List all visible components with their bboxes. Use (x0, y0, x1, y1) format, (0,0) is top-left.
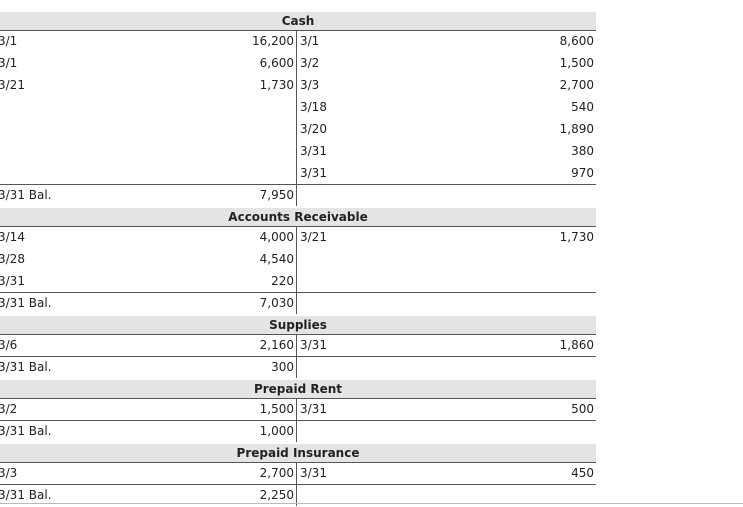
balance-label: 3/31 Bal. (0, 488, 52, 502)
debit-date: 3/28 (0, 252, 25, 266)
divider (296, 226, 297, 314)
balance-amount: 300 (271, 360, 294, 374)
credit-amount: 540 (571, 100, 594, 114)
balance-amount: 7,030 (259, 296, 294, 310)
account-title: Cash (0, 12, 596, 30)
rule (0, 334, 596, 335)
rule (0, 398, 596, 399)
rule (0, 356, 596, 357)
credit-amount: 8,600 (559, 34, 594, 48)
debit-amount: 220 (271, 274, 294, 288)
credit-date: 3/31 (300, 466, 327, 480)
debit-amount: 6,600 (259, 56, 294, 70)
divider (296, 462, 297, 506)
debit-date: 3/6 (0, 338, 18, 352)
credit-amount: 1,860 (559, 338, 594, 352)
rule (0, 462, 596, 463)
divider (296, 334, 297, 378)
credit-date: 3/21 (300, 230, 327, 244)
debit-amount: 4,000 (259, 230, 294, 244)
balance-label: 3/31 Bal. (0, 188, 52, 202)
credit-amount: 1,730 (559, 230, 594, 244)
debit-amount: 1,730 (259, 78, 294, 92)
debit-date: 3/1 (0, 34, 18, 48)
credit-amount: 380 (571, 144, 594, 158)
credit-date: 3/1 (300, 34, 320, 48)
balance-label: 3/31 Bal. (0, 296, 52, 310)
credit-date: 3/31 (300, 166, 327, 180)
account-title: Prepaid Insurance (0, 444, 596, 462)
credit-date: 3/18 (300, 100, 327, 114)
rule (0, 484, 596, 485)
bottom-rule (0, 503, 743, 504)
credit-amount: 500 (571, 402, 594, 416)
debit-amount: 2,700 (259, 466, 294, 480)
debit-date: 3/14 (0, 230, 25, 244)
debit-amount: 2,160 (259, 338, 294, 352)
credit-date: 3/31 (300, 402, 327, 416)
account-title: Accounts Receivable (0, 208, 596, 226)
balance-amount: 2,250 (259, 488, 294, 502)
credit-amount: 1,890 (559, 122, 594, 136)
debit-date: 3/3 (0, 466, 18, 480)
credit-date: 3/31 (300, 338, 327, 352)
balance-amount: 7,950 (259, 188, 294, 202)
account-title: Prepaid Rent (0, 380, 596, 398)
credit-amount: 1,500 (559, 56, 594, 70)
account-title: Supplies (0, 316, 596, 334)
debit-date: 3/21 (0, 78, 25, 92)
credit-date: 3/2 (300, 56, 320, 70)
debit-amount: 16,200 (252, 34, 294, 48)
balance-label: 3/31 Bal. (0, 424, 52, 438)
rule (0, 226, 596, 227)
credit-amount: 2,700 (559, 78, 594, 92)
debit-amount: 4,540 (259, 252, 294, 266)
credit-date: 3/3 (300, 78, 320, 92)
divider (296, 30, 297, 206)
debit-amount: 1,500 (259, 402, 294, 416)
debit-date: 3/1 (0, 56, 18, 70)
credit-amount: 450 (571, 466, 594, 480)
credit-date: 3/20 (300, 122, 327, 136)
rule (0, 292, 596, 293)
divider (296, 398, 297, 442)
credit-amount: 970 (571, 166, 594, 180)
rule (0, 30, 596, 31)
rule (0, 420, 596, 421)
credit-date: 3/31 (300, 144, 327, 158)
debit-date: 3/2 (0, 402, 18, 416)
rule (0, 184, 596, 185)
balance-label: 3/31 Bal. (0, 360, 52, 374)
balance-amount: 1,000 (259, 424, 294, 438)
debit-date: 3/31 (0, 274, 25, 288)
